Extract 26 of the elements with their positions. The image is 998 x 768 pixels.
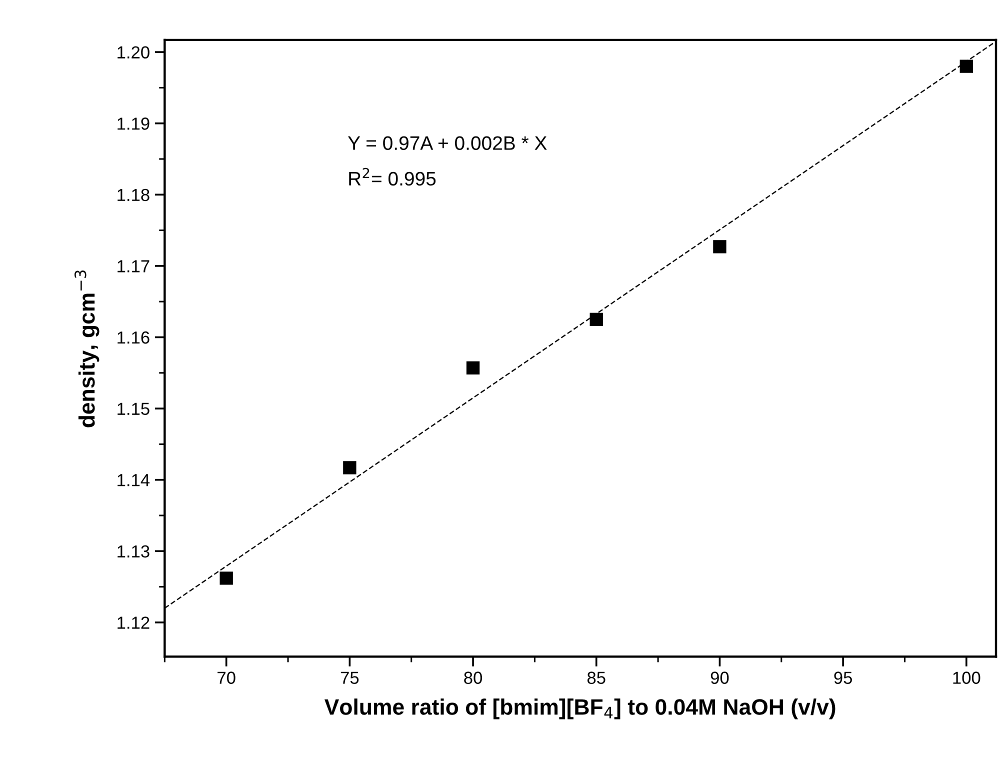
x-tick-label: 80 [464,672,482,684]
y-axis-title: density, gcm$^{−3}$ [74,270,100,428]
y-tick-label: 1.14 [118,474,150,486]
x-axis-title: Volume ratio of [bmim][BF$_{4}$] to 0.04M NaOH (v/v) [324,698,836,720]
x-tick-label: 90 [710,672,729,684]
y-tick-label: 1.20 [118,46,150,59]
annotation: R$^{2}$= 0.995 [349,168,436,186]
y-tick-label: 1.16 [118,331,150,344]
point [960,60,973,73]
point [590,312,603,326]
point [220,572,233,585]
x-tick-label: 85 [587,672,606,684]
annotation: Y = 0.97A + 0.002B * X [348,136,547,150]
x-tick-label: 95 [834,672,852,684]
y-tick-label: 1.15 [118,402,150,415]
y-tick-label: 1.18 [118,188,150,202]
y-tick-label: 1.12 [118,616,150,629]
point [466,361,480,374]
point [713,240,726,254]
x-tick-label: 75 [340,672,359,684]
y-tick-label: 1.19 [118,118,150,130]
y-tick-label: 1.13 [118,545,150,558]
x-tick-label: 100 [953,672,980,684]
y-tick-label: 1.17 [118,260,150,272]
point [343,461,356,474]
x-tick-label: 70 [218,672,236,684]
